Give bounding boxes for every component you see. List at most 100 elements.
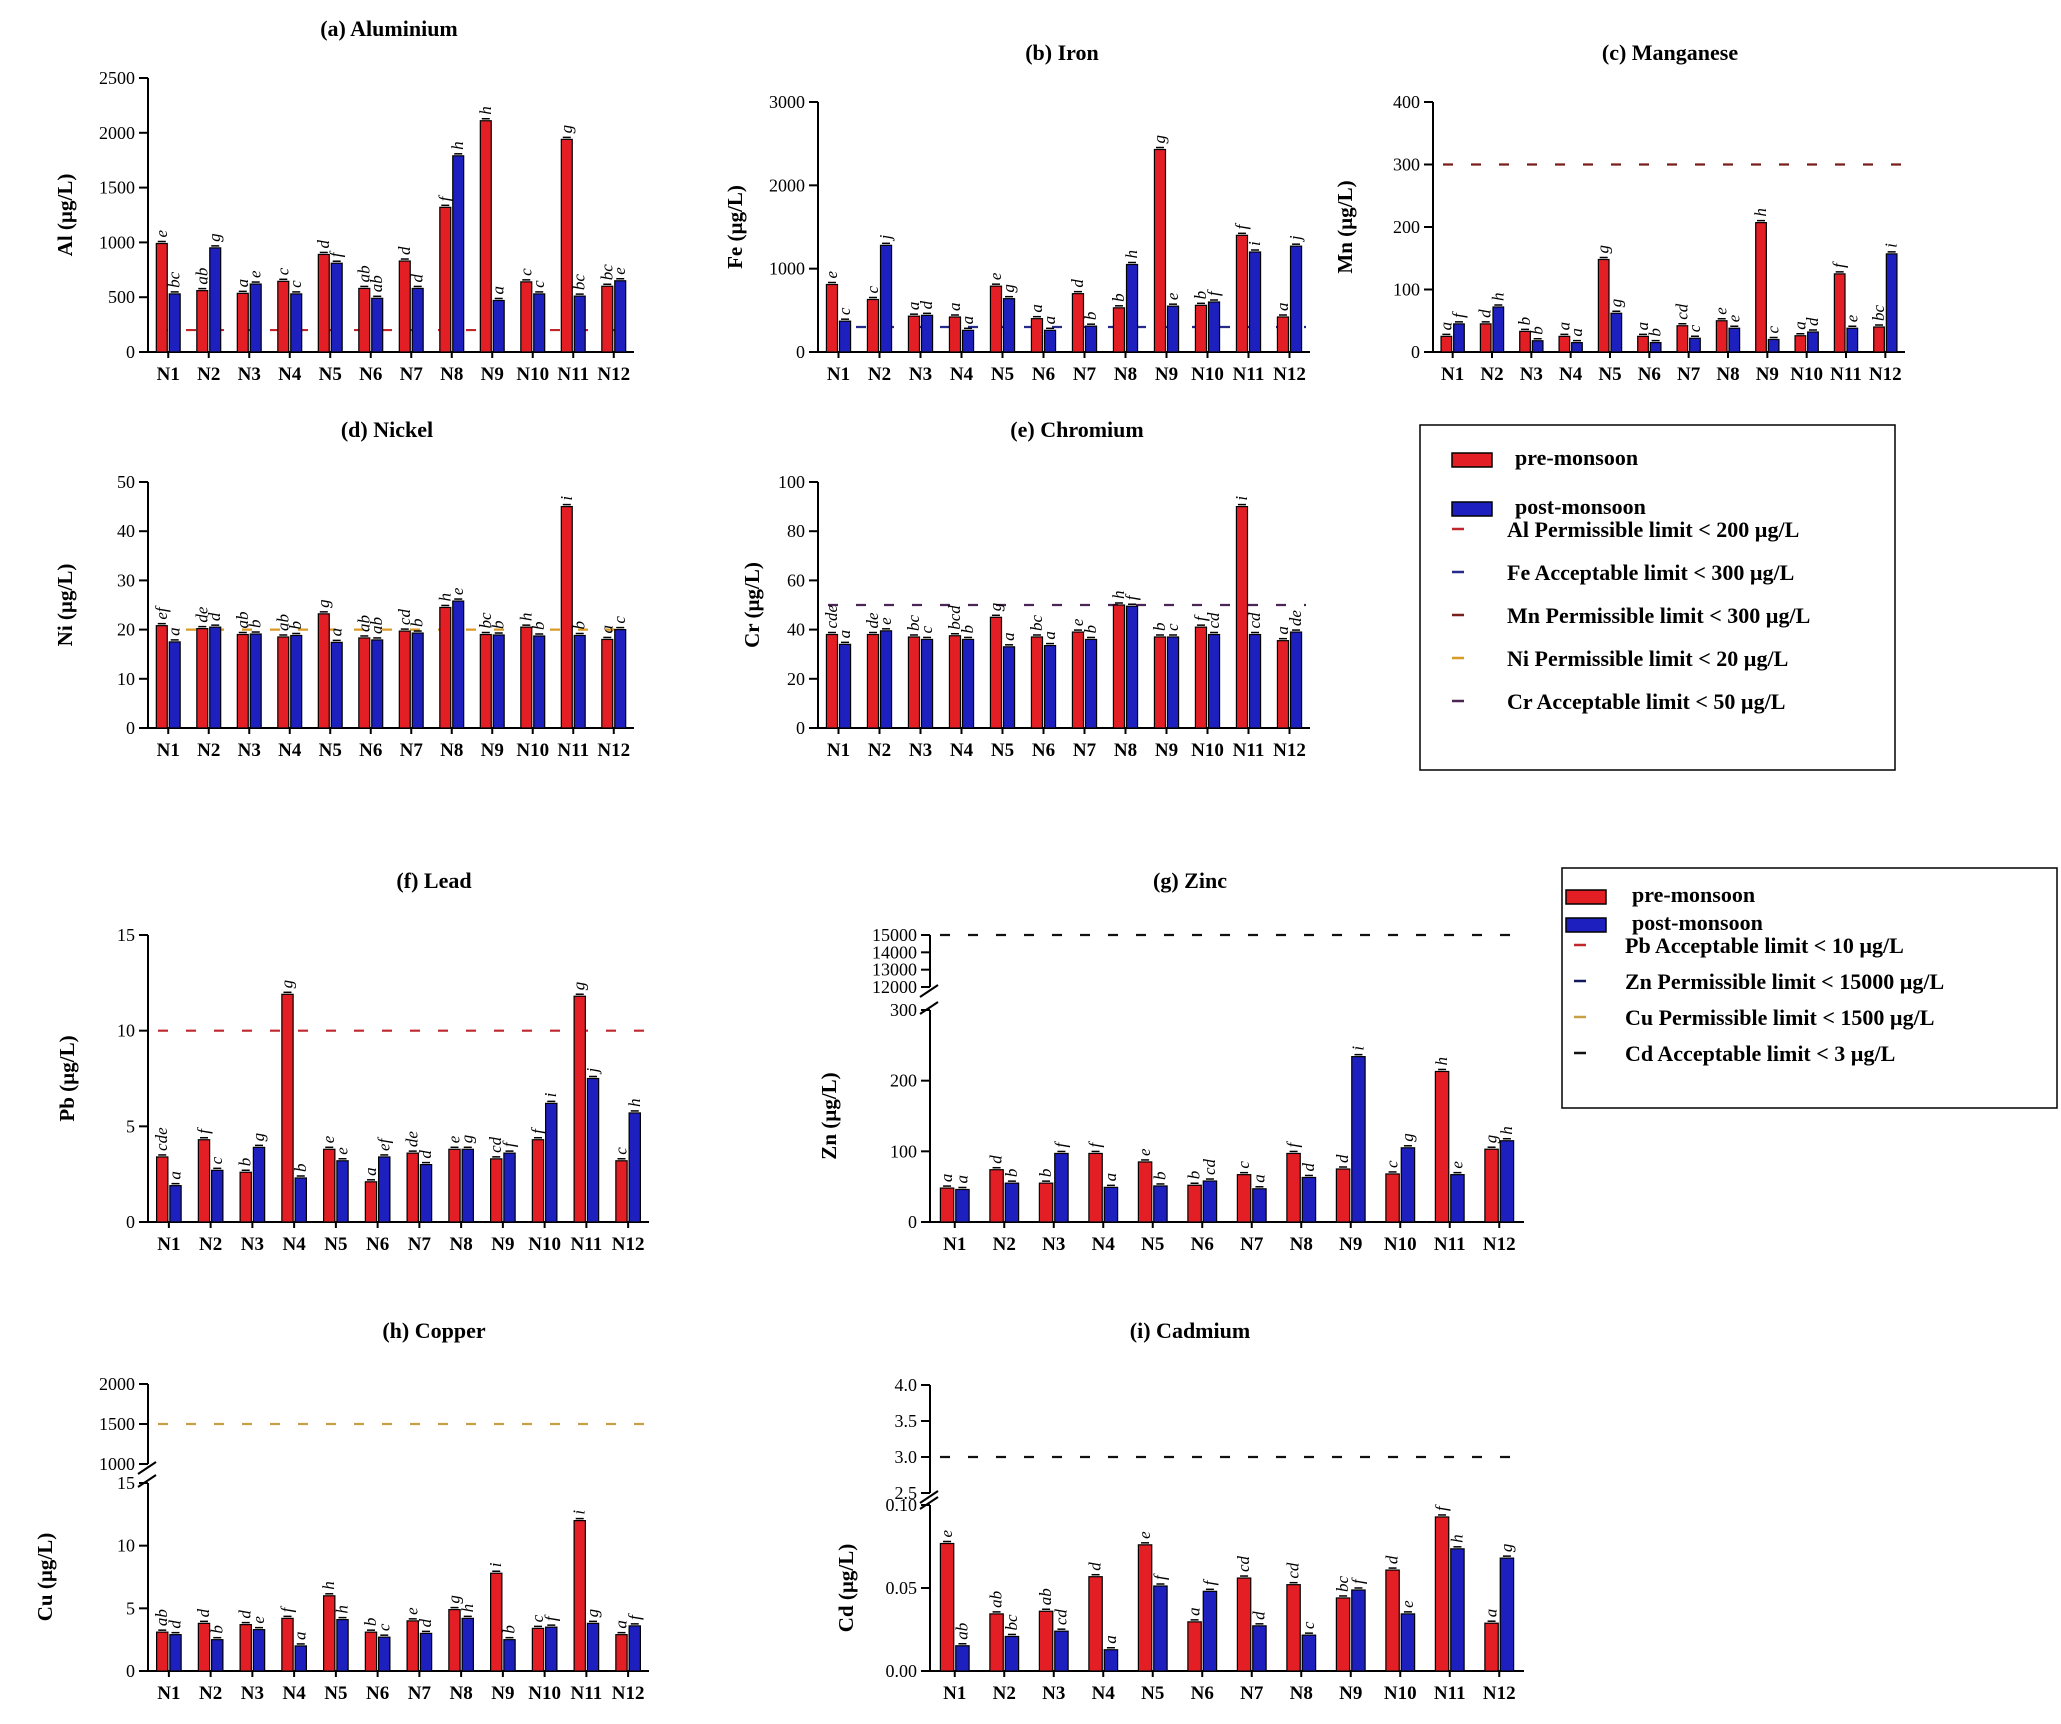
bar-pre: [281, 1617, 294, 1672]
significance-letter: e: [876, 617, 895, 625]
significance-letter: c: [273, 267, 292, 275]
y-tick-label: 5: [126, 1598, 135, 1618]
bar-pre: [1187, 1184, 1202, 1223]
bar-post: [371, 297, 384, 353]
bar-post: [879, 244, 893, 353]
bar-pre: [277, 280, 290, 353]
bar-post: [614, 280, 627, 353]
y-tick-label: 1000: [99, 232, 135, 252]
significance-letter: ab: [354, 615, 373, 632]
x-tick-label: N4: [1092, 1683, 1116, 1704]
bar-post: [838, 320, 852, 353]
bar-post: [290, 634, 303, 729]
significance-letter: a: [291, 1631, 310, 1640]
x-tick-label: N11: [1434, 1234, 1466, 1255]
significance-letter: d: [1383, 1555, 1402, 1564]
significance-letter: a: [1040, 316, 1059, 325]
bar-post: [1450, 1548, 1465, 1672]
bar-post: [1043, 329, 1057, 353]
significance-letter: cd: [486, 1136, 505, 1153]
significance-letter: d: [1068, 279, 1087, 288]
chart-title: (g) Zinc: [1153, 868, 1227, 893]
significance-letter: e: [152, 229, 171, 237]
x-tick-label: N12: [597, 364, 630, 385]
significance-letter: c: [1764, 326, 1783, 334]
significance-letter: e: [1724, 314, 1743, 322]
bar-pre: [531, 1627, 545, 1672]
significance-letter: b: [236, 1158, 255, 1167]
bar-pre: [1286, 1152, 1301, 1223]
bar-pre: [1335, 1597, 1351, 1672]
x-tick-label: N1: [157, 364, 180, 385]
significance-letter: bc: [476, 612, 495, 629]
x-tick-label: N12: [1869, 364, 1902, 385]
bar-pre: [560, 506, 573, 729]
bar-pre: [601, 638, 614, 729]
significance-letter: f: [1232, 222, 1251, 229]
x-tick-label: N9: [1155, 364, 1178, 385]
significance-letter: ab: [273, 614, 292, 631]
significance-letter: h: [1488, 293, 1507, 302]
significance-letter: f: [1284, 1140, 1303, 1147]
bar-pre: [825, 283, 839, 353]
significance-letter: ab: [952, 1623, 971, 1640]
significance-letter: a: [952, 1175, 971, 1184]
bar-post: [330, 262, 343, 353]
significance-letter: cd: [1672, 303, 1691, 320]
significance-letter: bc: [165, 271, 184, 288]
bar-pre: [1153, 636, 1167, 729]
significance-letter: ab: [367, 617, 386, 634]
chart-title: (f) Lead: [396, 868, 471, 893]
y-axis-label: Cd (µg/L): [834, 1544, 858, 1633]
x-tick-label: N2: [868, 740, 891, 761]
significance-letter: c: [1234, 1161, 1253, 1169]
bar-post: [1202, 1180, 1218, 1223]
significance-letter: b: [1515, 317, 1534, 326]
y-tick-label: 0: [126, 718, 135, 738]
significance-letter: a: [1101, 1635, 1120, 1644]
significance-letter: d: [1086, 1562, 1105, 1571]
significance-letter: cd: [1234, 1555, 1253, 1572]
significance-letter: a: [1185, 1607, 1204, 1616]
y-tick-label: 15: [117, 1473, 135, 1493]
x-tick-label: N2: [868, 364, 891, 385]
significance-letter: f: [1086, 1140, 1105, 1147]
significance-letter: b: [570, 621, 589, 630]
significance-letter: f: [1830, 261, 1849, 268]
x-tick-label: N1: [157, 740, 180, 761]
upper-y-tick-label: 3.0: [895, 1447, 918, 1467]
y-tick-label: 500: [108, 287, 135, 307]
bar-post: [614, 628, 627, 729]
significance-letter: cd: [1204, 612, 1223, 629]
significance-letter: g: [249, 1133, 268, 1142]
significance-letter: f: [541, 1614, 560, 1621]
significance-letter: bc: [570, 274, 589, 291]
upper-y-tick-label: 12000: [872, 977, 917, 997]
x-tick-label: N10: [1191, 364, 1224, 385]
significance-letter: f: [1432, 1504, 1451, 1511]
x-tick-label: N9: [1339, 1683, 1362, 1704]
bar-post: [1400, 1147, 1416, 1223]
bar-pre: [1286, 1584, 1301, 1672]
legend-label: post-monsoon: [1515, 494, 1646, 519]
significance-letter: c: [835, 307, 854, 315]
significance-letter: h: [1122, 250, 1141, 259]
bar-post: [1153, 1185, 1168, 1223]
bar-pre: [1088, 1152, 1103, 1223]
bar-pre: [479, 120, 492, 353]
bar-pre: [1236, 1577, 1252, 1672]
upper-y-tick-label: 2000: [99, 1374, 135, 1394]
significance-letter: a: [233, 279, 252, 288]
bar-pre: [398, 630, 411, 729]
bar-pre: [197, 1139, 211, 1223]
x-tick-label: N3: [1042, 1683, 1065, 1704]
bar-post: [461, 1148, 474, 1223]
significance-letter: ab: [367, 275, 386, 292]
bar-post: [209, 626, 222, 729]
bar-post: [533, 293, 546, 353]
significance-letter: g: [557, 125, 576, 134]
bar-post: [533, 635, 546, 729]
x-tick-label: N12: [1483, 1683, 1516, 1704]
